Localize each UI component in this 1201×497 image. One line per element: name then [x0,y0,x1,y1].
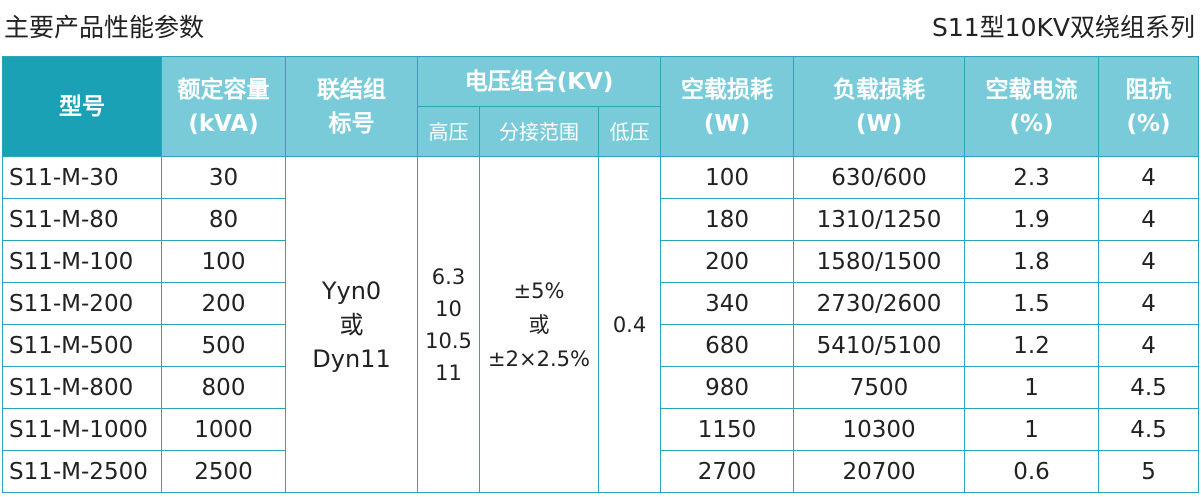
cell-model: S11-M-80 [2,198,162,241]
cell-capacity: 2500 [161,450,286,493]
cell-capacity: 1000 [161,408,286,451]
cell-model: S11-M-1000 [2,408,162,451]
cell-tap-range: ±5% 或 ±2×2.5% [479,156,599,493]
tap-line1: ±5% [513,278,565,303]
cell-impedance: 4 [1098,156,1200,199]
cell-impedance: 4.5 [1098,366,1200,409]
table-row: S11-M-30 30 Yyn0 或 Dyn11 6.3 10 10.5 11 … [2,156,1200,493]
cell-impedance: 4 [1098,324,1200,367]
cell-noload-current: 1.9 [964,198,1100,241]
cell-noload-loss: 2700 [660,450,795,493]
cell-noload-loss: 680 [660,324,795,367]
header-voltage-low: 低压 [597,106,662,157]
cell-noload-current: 1.5 [964,282,1100,325]
cell-model: S11-M-200 [2,282,162,325]
cell-impedance: 4 [1098,240,1200,283]
header-load-loss-line2: (W) [855,110,903,137]
header-noload-loss-line2: (W) [703,110,751,137]
header-load-loss-line1: 负载损耗 [833,76,926,103]
cell-noload-loss: 180 [660,198,795,241]
header-connection-line2: 标号 [328,110,375,137]
high-voltage-line1: 6.3 [431,264,466,289]
table-row: S11-M-800 800 980 7500 1 4.5 [2,366,1200,409]
cell-noload-current: 1.2 [964,324,1100,367]
high-voltage-line2: 10 [435,296,462,321]
header-capacity-line2: (kVA) [188,110,259,137]
cell-low-voltage: 0.4 [597,156,662,493]
cell-load-loss: 2730/2600 [793,282,966,325]
cell-model: S11-M-100 [2,240,162,283]
connection-line1: Yyn0 [321,276,382,305]
header-noload-current: 空载电流 (%) [964,56,1100,157]
header-capacity-line1: 额定容量 [177,76,270,103]
header-noload-loss: 空载损耗 (W) [660,56,795,157]
cell-noload-current: 1.8 [964,240,1100,283]
header-voltage-tap: 分接范围 [479,106,599,157]
tap-line3: ±2×2.5% [488,346,590,371]
header-connection-line1: 联结组 [317,76,386,103]
spec-table: 型号 额定容量 (kVA) 联结组 标号 电压组合(KV) 空载损耗 (W) 负… [2,56,1200,493]
cell-impedance: 5 [1098,450,1200,493]
cell-high-voltage: 6.3 10 10.5 11 [417,156,480,493]
table-row: S11-M-1000 1000 1150 10300 1 4.5 [2,408,1200,451]
header-impedance-line1: 阻抗 [1125,76,1172,103]
cell-load-loss: 1310/1250 [793,198,966,241]
table-row: S11-M-100 100 200 1580/1500 1.8 4 [2,240,1200,283]
cell-load-loss: 7500 [793,366,966,409]
header-capacity: 额定容量 (kVA) [161,56,286,157]
page-title: 主要产品性能参数 [4,13,205,42]
cell-load-loss: 630/600 [793,156,966,199]
table-row: S11-M-200 200 340 2730/2600 1.5 4 [2,282,1200,325]
header-connection: 联结组 标号 [285,56,418,157]
connection-line3: Dyn11 [312,344,391,373]
cell-noload-current: 1 [964,366,1100,409]
high-voltage-line4: 11 [435,360,462,385]
cell-impedance: 4.5 [1098,408,1200,451]
cell-capacity: 100 [161,240,286,283]
cell-capacity: 80 [161,198,286,241]
cell-capacity: 30 [161,156,286,199]
cell-connection: Yyn0 或 Dyn11 [285,156,418,493]
tap-line2: 或 [528,312,550,337]
cell-noload-loss: 200 [660,240,795,283]
cell-load-loss: 20700 [793,450,966,493]
header-impedance-line2: (%) [1126,110,1171,137]
cell-noload-current: 2.3 [964,156,1100,199]
header-noload-current-line1: 空载电流 [985,76,1078,103]
header-impedance: 阻抗 (%) [1098,56,1200,157]
cell-noload-loss: 1150 [660,408,795,451]
cell-load-loss: 5410/5100 [793,324,966,367]
table-row: S11-M-2500 2500 2700 20700 0.6 5 [2,450,1200,493]
cell-capacity: 200 [161,282,286,325]
cell-capacity: 500 [161,324,286,367]
cell-load-loss: 10300 [793,408,966,451]
cell-model: S11-M-2500 [2,450,162,493]
connection-line2: 或 [339,310,364,339]
header-voltage-high: 高压 [417,106,480,157]
header-noload-current-line2: (%) [1009,110,1054,137]
cell-noload-loss: 100 [660,156,795,199]
cell-model: S11-M-30 [2,156,162,199]
high-voltage-line3: 10.5 [425,328,472,353]
header-noload-loss-line1: 空载损耗 [681,76,774,103]
cell-noload-loss: 340 [660,282,795,325]
cell-noload-loss: 980 [660,366,795,409]
cell-model: S11-M-800 [2,366,162,409]
series-title: S11型10KV双绕组系列 [932,13,1195,42]
header-load-loss: 负载损耗 (W) [793,56,966,157]
cell-load-loss: 1580/1500 [793,240,966,283]
cell-model: S11-M-500 [2,324,162,367]
cell-impedance: 4 [1098,198,1200,241]
header-voltage-group: 电压组合(KV) [416,56,662,107]
cell-noload-current: 1 [964,408,1100,451]
cell-impedance: 4 [1098,282,1200,325]
cell-capacity: 800 [161,366,286,409]
cell-noload-current: 0.6 [964,450,1100,493]
header-model: 型号 [2,56,162,157]
